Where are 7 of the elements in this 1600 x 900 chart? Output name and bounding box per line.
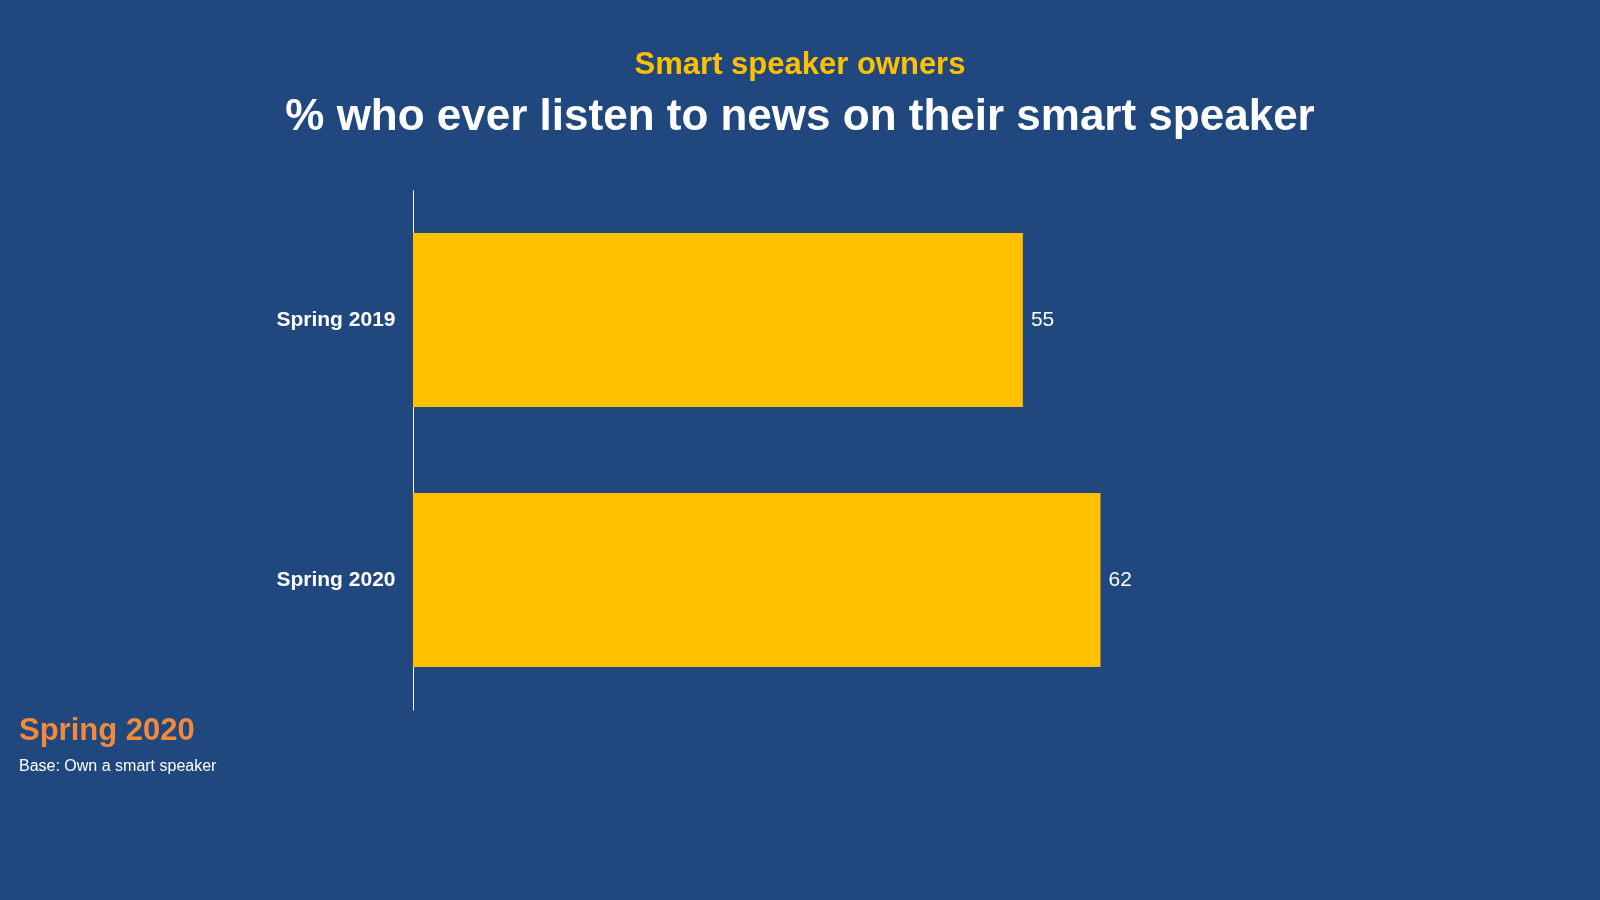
- chart-title: Smart speaker owners: [634, 46, 966, 81]
- text: Base: Own a smart speaker: [19, 757, 218, 774]
- chart-subtitle: % who ever listen to news on their smart speaker: [285, 90, 1315, 139]
- data-label: 62: [1108, 567, 1132, 590]
- data-label: 55: [1030, 307, 1055, 330]
- text: Spring 2020: [19, 712, 195, 747]
- y-tick-label: Spring 2019: [276, 307, 396, 330]
